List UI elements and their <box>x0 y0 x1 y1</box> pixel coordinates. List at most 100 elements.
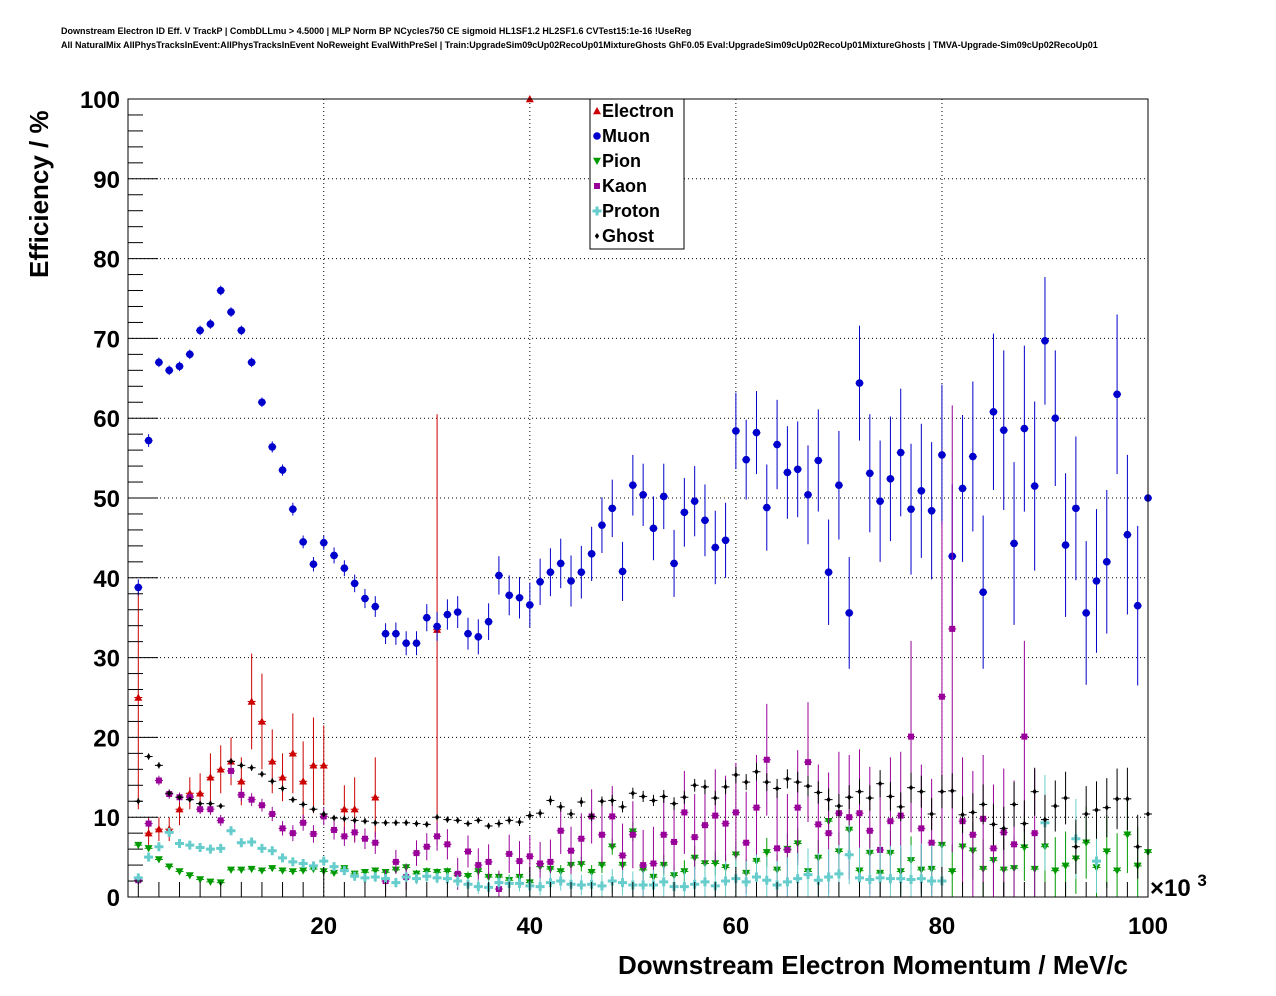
ghost-point <box>362 818 368 825</box>
muon-point <box>804 491 812 499</box>
muon-point <box>1051 414 1060 423</box>
proton-point <box>319 856 329 866</box>
muon-point <box>577 568 586 577</box>
legend-marker-proton <box>592 206 602 216</box>
ghost-point <box>939 788 945 795</box>
kaon-point <box>846 814 853 821</box>
muon-point <box>175 362 184 371</box>
ghost-point <box>950 787 955 794</box>
ghost-point <box>970 809 976 816</box>
ghost-point <box>764 779 769 786</box>
muon-point <box>392 629 400 638</box>
ghost-point <box>908 784 914 791</box>
kaon-point <box>217 817 224 824</box>
muon-point <box>340 564 349 573</box>
pion-point <box>237 866 246 874</box>
electron-point <box>268 757 277 765</box>
proton-point <box>278 853 288 863</box>
kaon-point <box>619 852 626 859</box>
proton-point <box>679 882 689 892</box>
ghost-point <box>1053 803 1058 810</box>
muon-point <box>732 427 740 435</box>
kaon-point <box>578 835 585 842</box>
proton-point <box>515 878 525 888</box>
kaon-point <box>598 831 605 838</box>
proton-point <box>927 876 937 886</box>
kaon-point <box>465 848 471 855</box>
kaon-point <box>238 791 245 798</box>
ghost-point <box>280 785 285 792</box>
pion-point <box>268 865 277 873</box>
ghost-point <box>1114 795 1120 802</box>
muon-point <box>701 516 709 525</box>
muon-point <box>608 504 617 513</box>
ghost-point <box>1125 795 1130 802</box>
muon-point <box>206 320 215 328</box>
proton-point <box>896 874 906 884</box>
y-tick-label: 40 <box>93 566 120 593</box>
proton-point <box>432 873 442 883</box>
kaon-point <box>671 838 678 845</box>
kaon-point <box>145 820 152 827</box>
muon-point <box>1113 390 1121 399</box>
proton-point <box>834 869 844 879</box>
muon-point <box>258 398 266 407</box>
muon-point <box>999 426 1008 434</box>
x-axis-multiplier-exponent: 3 <box>1197 871 1206 890</box>
proton-point <box>607 876 617 886</box>
legend-label-electron: Electron <box>602 101 674 121</box>
ghost-point <box>167 790 172 797</box>
kaon-point <box>155 777 162 784</box>
ghost-point <box>630 790 636 797</box>
ghost-point <box>259 771 265 778</box>
ghost-point <box>300 801 306 808</box>
kaon-point <box>310 830 317 837</box>
ghost-point <box>383 819 388 826</box>
kaon-point <box>341 833 348 840</box>
pion-point <box>711 860 720 868</box>
pion-point <box>185 872 194 880</box>
kaon-point <box>372 839 379 846</box>
ghost-point <box>146 753 151 760</box>
proton-point <box>618 878 628 888</box>
ghost-point <box>331 814 337 821</box>
electron-point <box>206 773 215 781</box>
ghost-point <box>785 775 790 782</box>
electron-point <box>237 777 246 785</box>
muon-point <box>443 610 452 619</box>
ghost-point <box>774 785 780 792</box>
muon-point <box>886 475 895 483</box>
muon-point <box>1041 336 1049 345</box>
muon-point <box>1123 530 1132 539</box>
kaon-point <box>712 812 719 819</box>
x-tick-label: 40 <box>516 913 543 940</box>
kaon-point <box>763 756 770 763</box>
muon-point <box>165 366 174 375</box>
muon-point <box>546 568 555 577</box>
kaon-point <box>825 830 832 837</box>
kaon-point <box>228 767 235 774</box>
proton-point <box>350 871 360 881</box>
pion-point <box>1020 844 1029 852</box>
muon-point <box>371 602 380 611</box>
muon-point <box>464 629 472 638</box>
ghost-point <box>692 782 697 789</box>
muon-point <box>484 617 493 626</box>
kaon-point <box>557 827 564 834</box>
proton-point <box>257 843 267 853</box>
proton-point <box>133 873 143 883</box>
muon-point <box>721 536 730 545</box>
kaon-point <box>413 850 420 857</box>
ghost-point <box>682 794 687 801</box>
muon-point <box>1133 601 1142 610</box>
proton-point <box>226 826 236 836</box>
electron-point <box>247 697 256 705</box>
legend-label-muon: Muon <box>602 126 650 146</box>
proton-point <box>473 882 483 892</box>
pion-point <box>597 861 606 870</box>
proton-point <box>638 880 648 890</box>
ghost-point <box>197 800 203 807</box>
pion-point <box>371 867 380 875</box>
ghost-point <box>321 811 326 818</box>
ghost-point <box>548 797 553 804</box>
